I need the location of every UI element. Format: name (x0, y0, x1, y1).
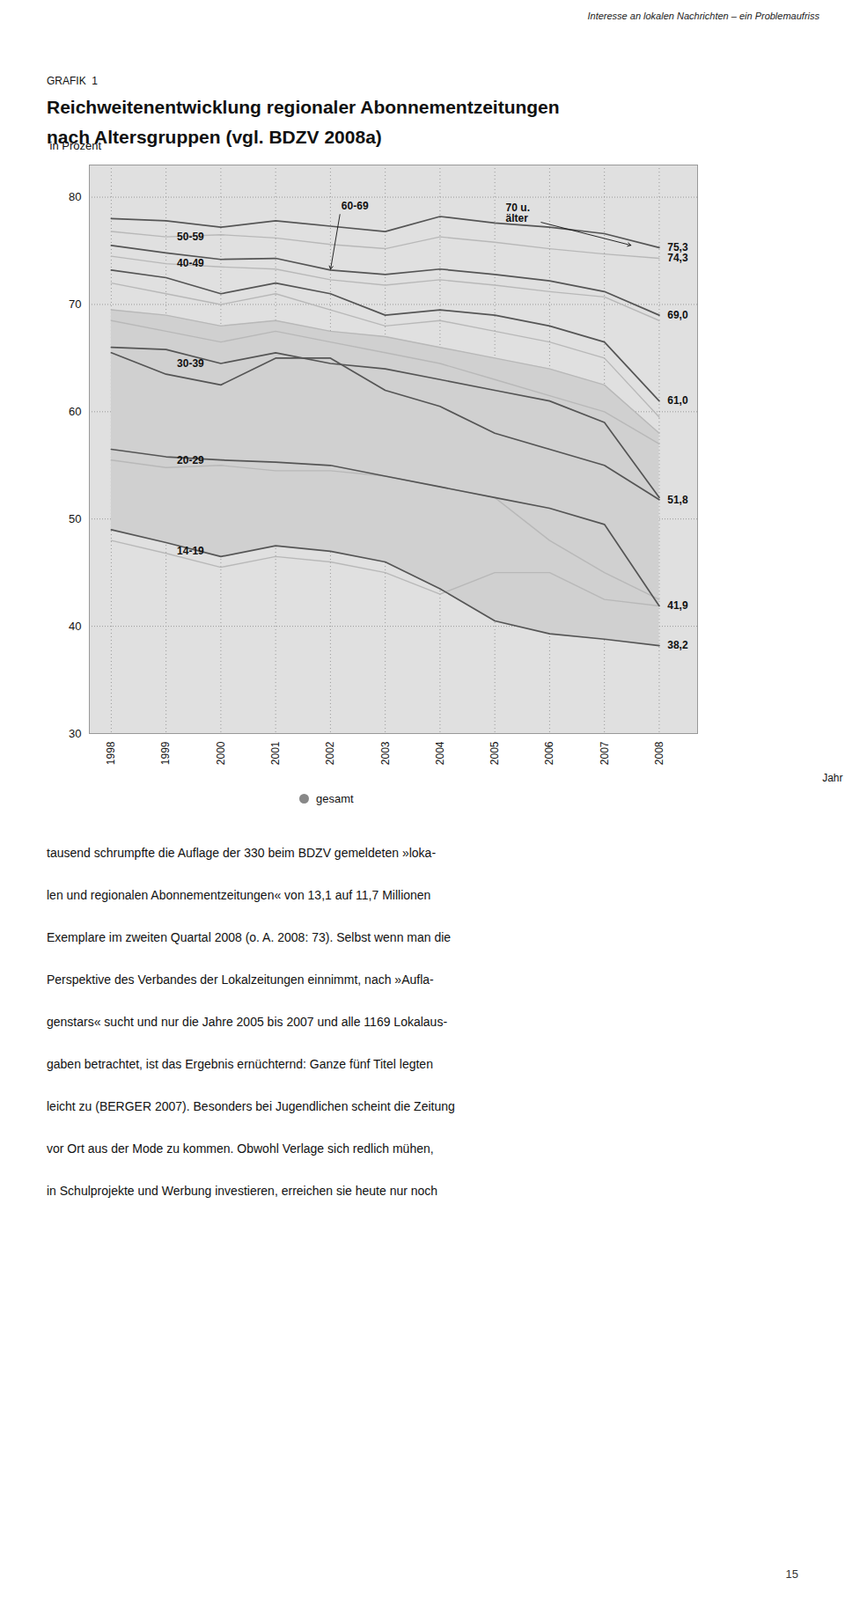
svg-text:2005: 2005 (488, 741, 501, 765)
svg-text:2008: 2008 (653, 741, 666, 765)
svg-text:2007: 2007 (598, 741, 611, 765)
svg-text:50: 50 (68, 512, 81, 526)
svg-text:20-29: 20-29 (176, 454, 205, 467)
svg-text:Jahr: Jahr (822, 771, 843, 785)
svg-text:80: 80 (68, 190, 81, 204)
svg-text:51,8: 51,8 (667, 493, 689, 507)
svg-text:40: 40 (68, 619, 81, 633)
svg-text:70 u.älter: 70 u.älter (506, 201, 530, 225)
svg-text:2004: 2004 (433, 741, 447, 765)
svg-text:61,0: 61,0 (667, 394, 689, 407)
svg-text:1998: 1998 (104, 741, 118, 765)
svg-text:40-49: 40-49 (176, 257, 205, 270)
svg-text:14-19: 14-19 (176, 544, 205, 558)
svg-text:60-69: 60-69 (341, 199, 369, 213)
svg-text:50-59: 50-59 (176, 230, 205, 243)
svg-text:2000: 2000 (214, 741, 228, 765)
svg-text:2006: 2006 (543, 741, 556, 765)
svg-text:60: 60 (68, 404, 81, 419)
svg-text:41,9: 41,9 (667, 599, 689, 612)
svg-text:30: 30 (68, 727, 81, 741)
svg-text:69,0: 69,0 (667, 308, 689, 322)
svg-text:70: 70 (68, 297, 81, 311)
svg-text:30-39: 30-39 (176, 357, 205, 370)
svg-text:in Prozent: in Prozent (50, 139, 103, 153)
svg-text:2001: 2001 (269, 741, 282, 765)
svg-text:38,2: 38,2 (667, 639, 689, 652)
svg-text:1999: 1999 (159, 741, 172, 765)
svg-text:74,3: 74,3 (667, 251, 689, 265)
svg-text:2003: 2003 (379, 741, 392, 765)
svg-text:2002: 2002 (323, 741, 337, 765)
